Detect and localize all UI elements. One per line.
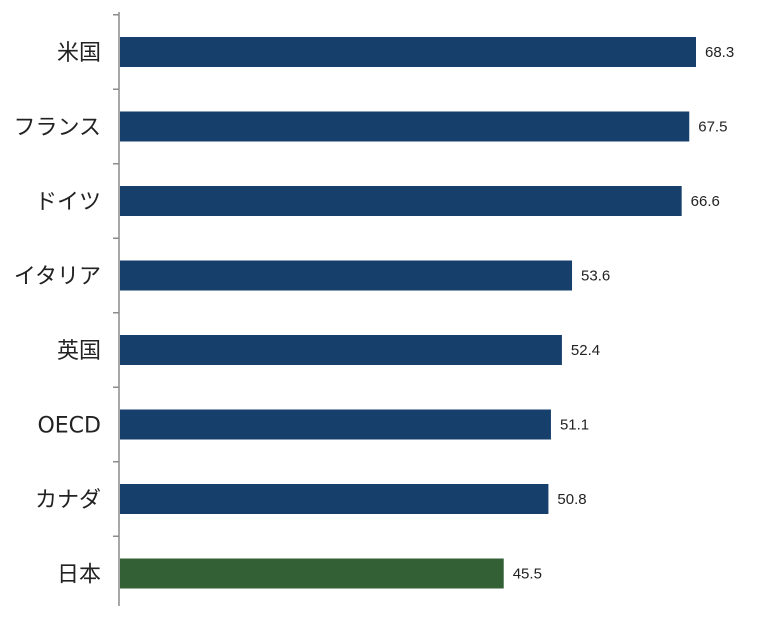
bar-1: [120, 37, 696, 67]
category-label: フランス: [13, 116, 101, 141]
bar-2: [120, 111, 690, 142]
data-label: 53.6: [581, 268, 610, 285]
category-label: 米国: [57, 41, 101, 66]
data-label: 68.3: [705, 44, 734, 61]
bar-6: [120, 409, 551, 440]
bar-5: [120, 335, 562, 365]
data-label: 66.6: [691, 193, 720, 210]
category-label: ドイツ: [35, 190, 101, 215]
data-label: 50.8: [557, 491, 586, 508]
bar-7: [120, 484, 549, 514]
category-label: カナダ: [35, 488, 101, 513]
category-label: 日本: [57, 563, 101, 588]
bar-8: [120, 558, 504, 589]
data-label: 51.1: [560, 417, 589, 434]
bars-layer: [120, 37, 696, 589]
category-label: イタリア: [14, 265, 101, 290]
data-label: 52.4: [571, 342, 600, 359]
data-label: 67.5: [698, 119, 727, 136]
labels-layer: 米国 68.3 フランス 67.5 ドイツ 66.6 イタリア 53.6 英国 52.4 OECD 5…: [13, 41, 734, 588]
bar-3: [120, 186, 682, 216]
y-axis: [113, 12, 120, 606]
data-label: 45.5: [513, 566, 542, 583]
bar-4: [120, 260, 573, 291]
category-label: OECD: [37, 414, 101, 439]
category-label: 英国: [57, 339, 101, 364]
